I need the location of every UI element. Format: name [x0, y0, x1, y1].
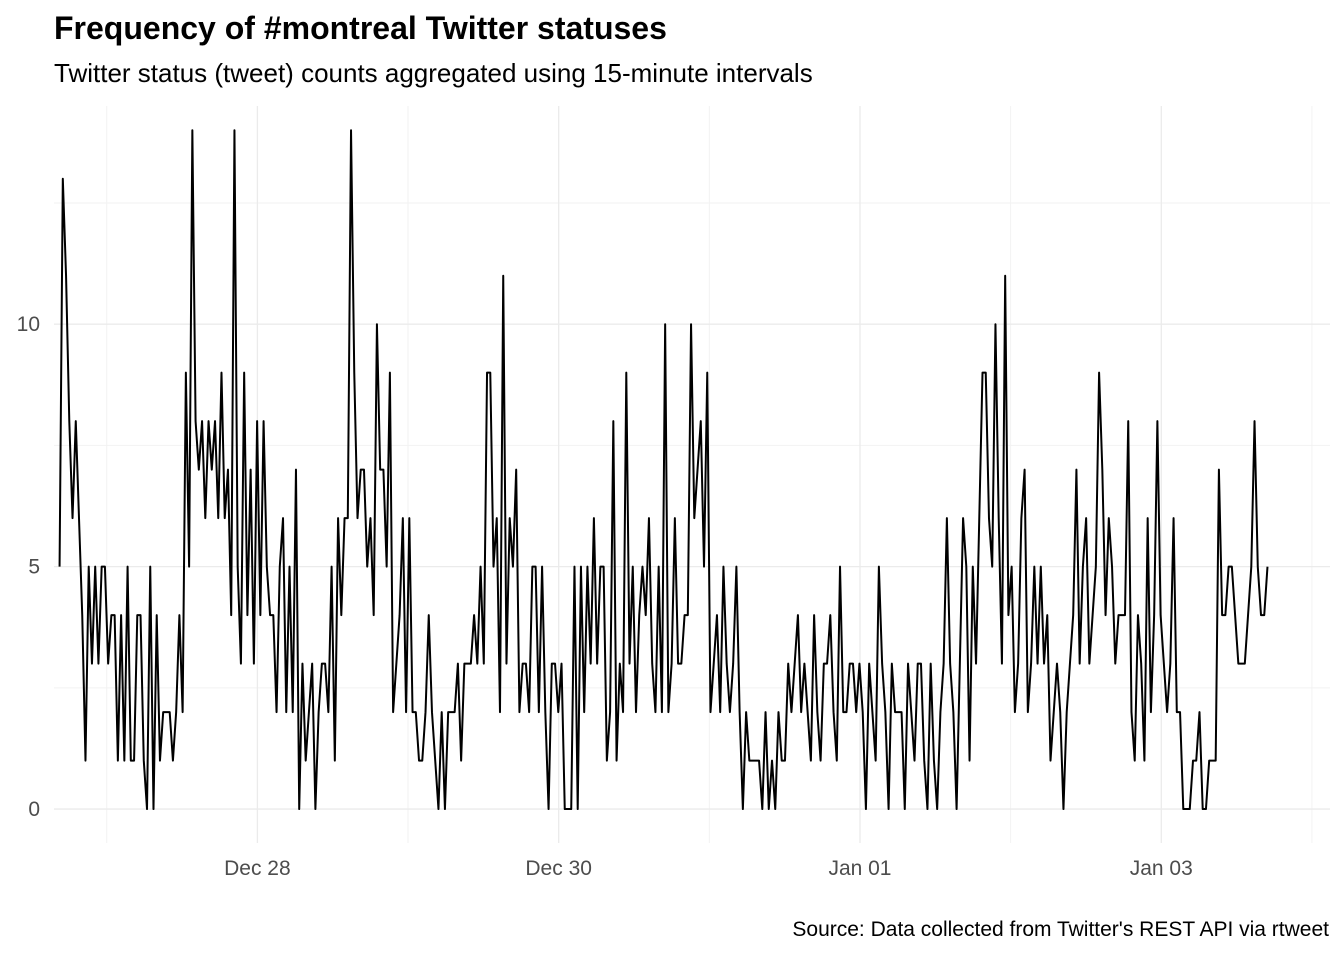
grid-minor: [54, 106, 1330, 843]
x-tick-label: Dec 28: [224, 857, 291, 880]
y-tick-label: 10: [17, 313, 40, 336]
y-tick-label: 0: [28, 798, 40, 821]
x-axis: Dec 28 Dec 30 Jan 01 Jan 03: [224, 857, 1193, 880]
chart-caption: Source: Data collected from Twitter's RE…: [792, 918, 1329, 941]
series-line-0: [58, 129, 1269, 811]
chart-title: Frequency of #montreal Twitter statuses: [54, 10, 667, 46]
x-tick-label: Dec 30: [525, 857, 592, 880]
chart-subtitle: Twitter status (tweet) counts aggregated…: [54, 58, 813, 88]
series-lines: [58, 129, 1269, 811]
x-tick-label: Jan 03: [1130, 857, 1193, 880]
y-tick-label: 5: [28, 556, 40, 579]
y-axis: 0 5 10: [17, 313, 40, 821]
x-tick-label: Jan 01: [828, 857, 891, 880]
